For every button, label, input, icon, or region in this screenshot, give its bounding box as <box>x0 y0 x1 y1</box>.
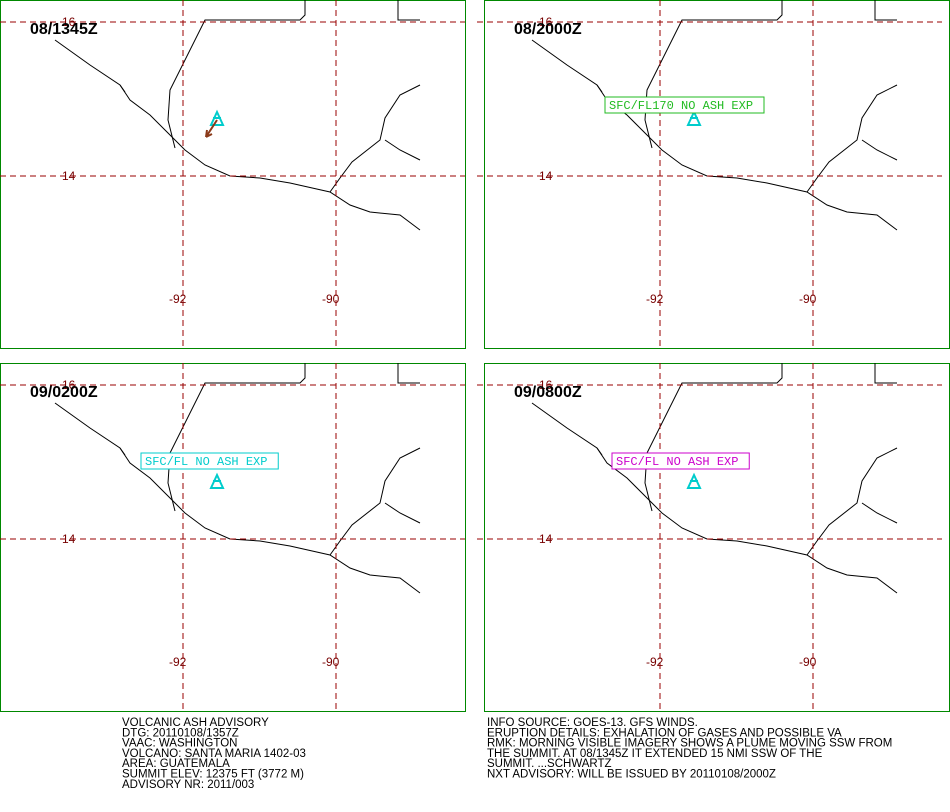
border <box>397 0 420 21</box>
border <box>397 363 420 384</box>
advisory-line: DTG: 20110108/1357Z <box>122 727 239 739</box>
border <box>874 363 897 384</box>
ash-label: SFC/FL NO ASH EXP <box>145 455 267 469</box>
border <box>167 0 306 149</box>
border <box>384 502 421 524</box>
coastline <box>531 402 898 594</box>
ash-label: SFC/FL170 NO ASH EXP <box>609 99 753 113</box>
remark-line: THE SUMMIT. AT 08/1345Z IT EXTENDED 15 N… <box>487 748 823 760</box>
border <box>644 0 783 149</box>
forecast-time: 09/0800Z <box>514 384 582 401</box>
lat-label: 14 <box>539 169 553 183</box>
lat-label: 14 <box>62 169 76 183</box>
lon-label: -90 <box>799 292 817 306</box>
volcano-icon <box>209 472 225 489</box>
advisory-line: VOLCANO: SANTA MARIA 1402-03 <box>122 748 306 760</box>
remark-line: RMK: MORNING VISIBLE IMAGERY SHOWS A PLU… <box>487 738 892 750</box>
advisory-line: VAAC: WASHINGTON <box>122 738 237 750</box>
volcano-icon <box>686 472 702 489</box>
advisory-line: AREA: GUATEMALA <box>122 758 230 770</box>
border <box>644 363 783 512</box>
border <box>119 84 126 93</box>
map-content: 16 14 -92 -90 SFC/FL NO ASH EXP <box>0 363 465 711</box>
ash-label-box <box>604 96 765 114</box>
lon-label: -92 <box>646 655 664 669</box>
border <box>596 84 603 93</box>
map-content: 16 14 -92 -90 <box>0 0 465 348</box>
lat-label: 16 <box>62 15 76 29</box>
coastline <box>54 402 421 594</box>
border <box>119 447 126 456</box>
coastline <box>531 39 898 231</box>
coastline <box>54 39 421 231</box>
ash-label-box <box>611 452 750 470</box>
remark-line: NXT ADVISORY: WILL BE ISSUED BY 20110108… <box>487 769 776 781</box>
ash-label-box <box>140 452 279 470</box>
lon-label: -92 <box>646 292 664 306</box>
border <box>861 139 898 161</box>
remark-line: INFO SOURCE: GOES-13. GFS WINDS. <box>487 717 698 729</box>
map-content: 16 14 -92 -90 SFC/FL NO ASH EXP <box>477 363 942 711</box>
border <box>167 363 306 512</box>
border <box>806 84 898 193</box>
lat-label: 16 <box>62 378 76 392</box>
border <box>806 447 898 556</box>
remark-line: ERUPTION DETAILS: EXHALATION OF GASES AN… <box>487 727 842 739</box>
lon-label: -92 <box>169 292 187 306</box>
lat-label: 14 <box>539 532 553 546</box>
forecast-time: 09/0200Z <box>30 384 98 401</box>
advisory-line: VOLCANIC ASH ADVISORY <box>122 717 269 729</box>
lon-label: -90 <box>322 655 340 669</box>
panel-frame <box>0 0 466 349</box>
remark-line: SUMMIT. ...SCHWARTZ <box>487 758 612 770</box>
border <box>384 139 421 161</box>
map-panel: 16 14 -92 -90 SFC/FL NO ASH EXP 09/0200Z <box>0 363 466 712</box>
forecast-time: 08/1345Z <box>30 21 98 38</box>
forecast-time: 08/2000Z <box>514 21 582 38</box>
ash-label: SFC/FL NO ASH EXP <box>616 455 738 469</box>
map-panel: 16 14 -92 -90 SFC/FL NO ASH EXP 09/0800Z <box>477 363 950 712</box>
panel-frame <box>0 363 466 712</box>
lon-label: -90 <box>322 292 340 306</box>
border <box>329 447 421 556</box>
border <box>861 502 898 524</box>
volcano-icon <box>209 109 225 126</box>
border <box>329 84 421 193</box>
panel-frame <box>484 363 950 712</box>
lat-label: 14 <box>62 532 76 546</box>
lat-label: 16 <box>539 15 553 29</box>
volcano-icon <box>686 109 702 126</box>
lon-label: -92 <box>169 655 187 669</box>
lon-label: -90 <box>799 655 817 669</box>
border <box>596 447 603 456</box>
map-panel: 16 14 -92 -90 SFC/FL170 NO ASH EXP 08/2000Z <box>477 0 950 349</box>
plume-arrow <box>205 119 218 138</box>
lat-label: 16 <box>539 378 553 392</box>
panel-frame <box>484 0 950 349</box>
border <box>874 0 897 21</box>
advisory-line: ADVISORY NR: 2011/003 <box>122 779 254 791</box>
advisory-line: SUMMIT ELEV: 12375 FT (3772 M) <box>122 769 304 781</box>
map-content: 16 14 -92 -90 SFC/FL170 NO ASH EXP <box>477 0 942 348</box>
map-panel: 16 14 -92 -90 08/1345Z <box>0 0 466 349</box>
